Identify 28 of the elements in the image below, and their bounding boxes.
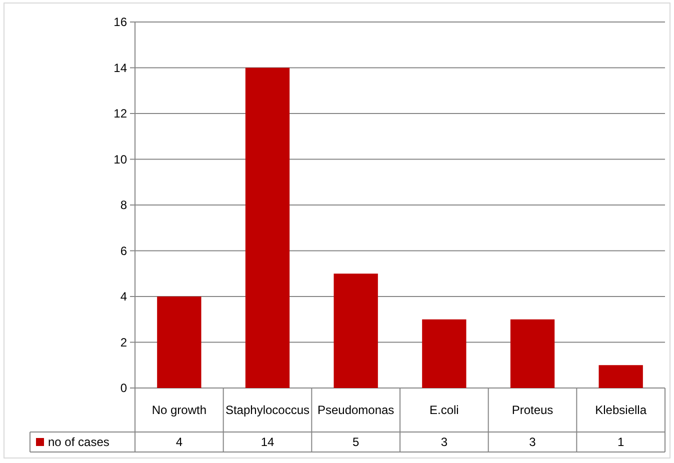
data-label: 5	[352, 435, 360, 450]
x-tick-label: Pseudomonas	[317, 403, 394, 418]
y-tick-label: 6	[120, 244, 128, 258]
bar	[598, 365, 643, 388]
bar	[510, 319, 555, 388]
x-tick-label: Staphylococcus	[225, 403, 310, 418]
x-tick-label: Klebsiella	[595, 403, 647, 418]
data-label: 3	[440, 435, 448, 450]
bar	[245, 68, 290, 388]
data-label: 4	[176, 435, 183, 450]
y-tick-label: 2	[120, 335, 128, 350]
y-tick-label: 0	[120, 381, 128, 396]
data-label: 3	[529, 435, 536, 450]
y-tick-label: 16	[114, 15, 128, 30]
y-tick-label: 10	[114, 152, 128, 166]
data-label: 14	[260, 435, 274, 450]
data-label: 1	[617, 435, 624, 450]
x-tick-label: No growth	[152, 403, 207, 418]
x-tick-label: Proteus	[512, 403, 554, 418]
bar	[422, 319, 466, 388]
legend-label: no of cases	[48, 435, 110, 450]
y-tick-label: 14	[114, 60, 128, 75]
y-tick-label: 12	[114, 106, 128, 121]
y-tick-label: 4	[120, 290, 128, 304]
y-tick-label: 8	[120, 198, 128, 212]
x-tick-label: E.coli	[429, 403, 459, 418]
bar	[334, 274, 378, 388]
bar	[157, 296, 202, 388]
